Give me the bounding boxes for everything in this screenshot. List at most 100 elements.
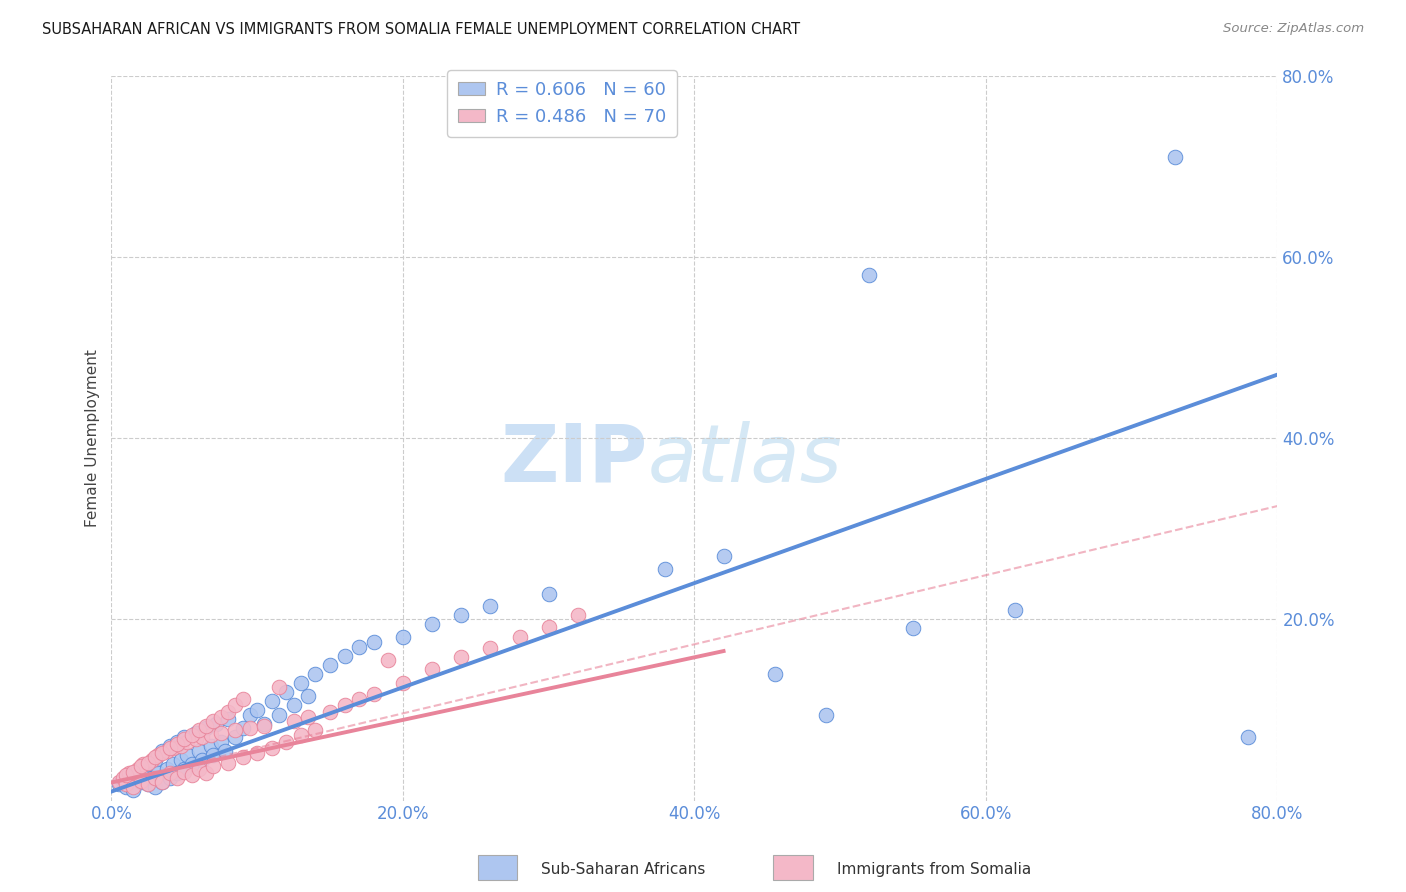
- Point: [184, 731, 207, 746]
- Point: [122, 782, 145, 797]
- Point: [176, 735, 198, 749]
- Point: [567, 607, 589, 622]
- Text: SUBSAHARAN AFRICAN VS IMMIGRANTS FROM SOMALIA FEMALE UNEMPLOYMENT CORRELATION CH: SUBSAHARAN AFRICAN VS IMMIGRANTS FROM SO…: [42, 22, 800, 37]
- Point: [267, 707, 290, 722]
- Point: [246, 703, 269, 717]
- Point: [202, 748, 225, 763]
- Point: [173, 730, 195, 744]
- Point: [195, 721, 218, 735]
- Point: [363, 635, 385, 649]
- Point: [176, 748, 198, 763]
- Point: [253, 719, 276, 733]
- Point: [166, 738, 188, 752]
- Point: [260, 741, 283, 756]
- Point: [253, 716, 276, 731]
- Text: ZIP: ZIP: [501, 421, 648, 499]
- Point: [224, 698, 246, 713]
- Point: [1004, 603, 1026, 617]
- Point: [267, 681, 290, 695]
- Point: [319, 657, 342, 672]
- Point: [180, 768, 202, 782]
- Point: [209, 710, 232, 724]
- Point: [143, 771, 166, 785]
- Point: [166, 771, 188, 785]
- Point: [319, 705, 342, 719]
- Point: [122, 780, 145, 794]
- Point: [115, 777, 138, 791]
- Point: [141, 753, 163, 767]
- Point: [217, 705, 239, 719]
- Point: [713, 549, 735, 563]
- Point: [112, 773, 135, 788]
- Point: [290, 675, 312, 690]
- Point: [508, 631, 530, 645]
- Point: [115, 768, 138, 782]
- Point: [654, 562, 676, 576]
- Point: [159, 741, 181, 756]
- Point: [214, 744, 236, 758]
- Point: [173, 731, 195, 746]
- Point: [333, 648, 356, 663]
- Point: [162, 741, 184, 756]
- Point: [127, 762, 149, 776]
- Point: [152, 747, 174, 761]
- Point: [297, 710, 319, 724]
- Point: [173, 762, 195, 776]
- Point: [290, 728, 312, 742]
- Point: [107, 775, 129, 789]
- Point: [180, 757, 202, 772]
- Point: [141, 771, 163, 785]
- Point: [195, 719, 218, 733]
- Point: [132, 757, 155, 772]
- Point: [115, 780, 138, 794]
- Point: [146, 766, 169, 780]
- Point: [276, 685, 298, 699]
- Point: [209, 735, 232, 749]
- Point: [537, 619, 560, 633]
- Point: [143, 780, 166, 794]
- Point: [224, 723, 246, 737]
- Point: [200, 739, 222, 754]
- Point: [202, 759, 225, 773]
- Point: [232, 692, 254, 706]
- Point: [122, 764, 145, 779]
- Y-axis label: Female Unemployment: Female Unemployment: [86, 349, 100, 527]
- Point: [1237, 730, 1260, 744]
- Point: [200, 728, 222, 742]
- Point: [347, 640, 370, 654]
- Point: [132, 762, 155, 776]
- Point: [205, 716, 228, 731]
- Point: [159, 771, 181, 785]
- Point: [173, 764, 195, 779]
- Point: [479, 599, 502, 613]
- Point: [166, 766, 188, 780]
- Point: [107, 777, 129, 791]
- Point: [191, 730, 214, 744]
- Point: [217, 756, 239, 770]
- Point: [537, 587, 560, 601]
- Point: [187, 744, 209, 758]
- Point: [858, 268, 880, 282]
- Point: [283, 714, 305, 728]
- Point: [450, 607, 472, 622]
- Point: [156, 762, 179, 776]
- Point: [136, 757, 159, 772]
- Point: [420, 662, 443, 676]
- Point: [118, 766, 141, 780]
- Point: [136, 756, 159, 770]
- Point: [159, 739, 181, 754]
- Point: [209, 725, 232, 739]
- Point: [479, 641, 502, 656]
- Point: [239, 721, 262, 735]
- Point: [129, 759, 152, 773]
- Point: [202, 714, 225, 728]
- Point: [156, 744, 179, 758]
- Point: [127, 766, 149, 780]
- Point: [297, 690, 319, 704]
- Point: [239, 707, 262, 722]
- Point: [377, 653, 399, 667]
- Point: [363, 687, 385, 701]
- Point: [217, 712, 239, 726]
- Point: [180, 728, 202, 742]
- Point: [333, 698, 356, 713]
